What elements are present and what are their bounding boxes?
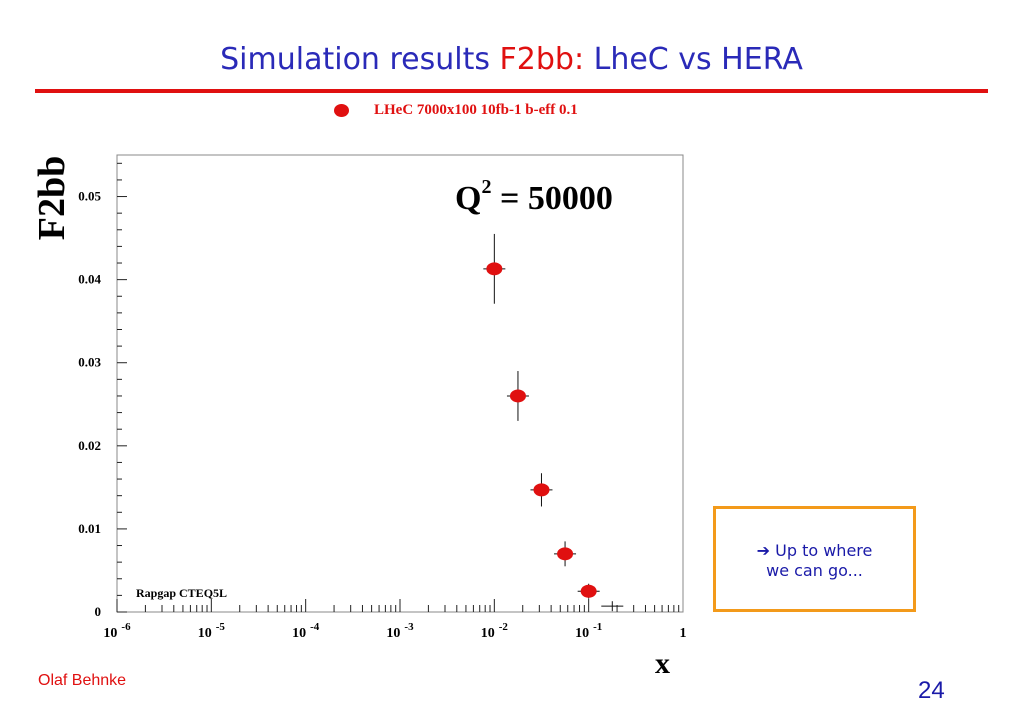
x-tick-label: 10 -2	[481, 621, 509, 641]
slide-title: Simulation results F2bb: LheC vs HERA	[0, 42, 1023, 77]
data-point	[557, 547, 574, 561]
data-point	[533, 483, 550, 497]
legend-entry: LHeC 7000x100 10fb-1 b-eff 0.1	[374, 101, 578, 118]
title-prefix: Simulation results	[220, 42, 500, 77]
x-tick-label: 10 -6	[103, 621, 131, 641]
x-tick-label: 1	[680, 626, 687, 641]
title-underline	[35, 89, 988, 93]
data-point	[509, 389, 526, 403]
footer-author: Olaf Behnke	[38, 672, 127, 689]
callout-line-1: ➔ Up to where	[756, 541, 873, 560]
y-tick-label: 0.04	[78, 272, 101, 287]
y-axis-label-box: F2bb	[31, 155, 73, 241]
y-tick-label: 0	[95, 604, 102, 619]
chart-legend: LHeC 7000x100 10fb-1 b-eff 0.1	[334, 100, 578, 120]
y-tick-label: 0.02	[78, 438, 101, 453]
title-highlight: F2bb:	[499, 42, 585, 77]
generator-annotation: Rapgap CTEQ5L	[136, 586, 228, 600]
q2-symbol: Q	[455, 180, 482, 217]
title-suffix: LheC vs HERA	[584, 42, 803, 77]
page-number: 24	[918, 677, 945, 704]
plot-frame	[116, 154, 684, 613]
data-point	[580, 584, 597, 598]
y-tick-label: 0.03	[78, 355, 101, 370]
callout-line-2: we can go...	[766, 561, 863, 580]
q2-value: = 50000	[491, 180, 613, 217]
x-tick-label: 10 -1	[575, 621, 602, 641]
x-tick-label: 10 -5	[198, 621, 226, 641]
callout-box: ➔ Up to where we can go...	[713, 506, 916, 612]
x-tick-label: 10 -4	[292, 621, 320, 641]
x-axis-label: x	[655, 647, 670, 680]
legend-marker	[334, 103, 349, 117]
y-tick-label: 0.01	[78, 521, 101, 536]
callout-text: ➔ Up to where we can go...	[716, 541, 913, 581]
y-tick-label: 0.05	[78, 189, 101, 204]
q2-annotation: Q2 = 50000	[455, 177, 613, 218]
x-tick-label: 10 -3	[386, 621, 414, 641]
q2-superscript: 2	[481, 176, 492, 198]
data-point	[486, 262, 503, 276]
y-axis-label: F2bb	[31, 155, 73, 241]
